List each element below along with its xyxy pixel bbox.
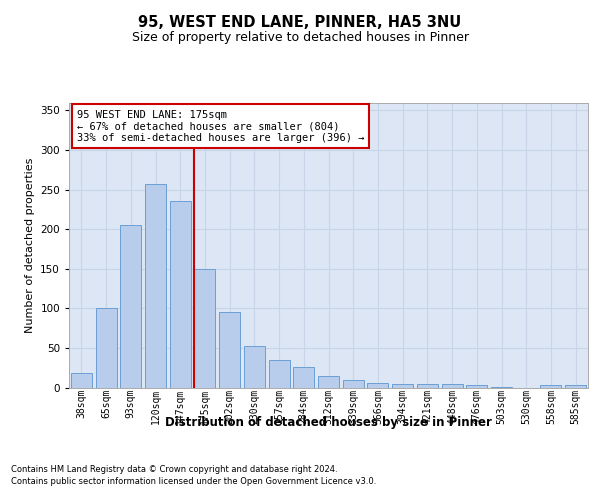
- Text: 95, WEST END LANE, PINNER, HA5 3NU: 95, WEST END LANE, PINNER, HA5 3NU: [139, 15, 461, 30]
- Bar: [71, 373, 92, 388]
- Y-axis label: Number of detached properties: Number of detached properties: [25, 158, 35, 332]
- Bar: [417, 384, 438, 388]
- Bar: [491, 386, 512, 388]
- Bar: [120, 225, 141, 388]
- Bar: [269, 360, 290, 388]
- Bar: [145, 184, 166, 388]
- Bar: [244, 346, 265, 388]
- Bar: [194, 269, 215, 388]
- Text: Contains HM Land Registry data © Crown copyright and database right 2024.: Contains HM Land Registry data © Crown c…: [11, 464, 337, 473]
- Bar: [95, 308, 116, 388]
- Bar: [219, 312, 240, 388]
- Text: 95 WEST END LANE: 175sqm
← 67% of detached houses are smaller (804)
33% of semi-: 95 WEST END LANE: 175sqm ← 67% of detach…: [77, 110, 364, 143]
- Text: Size of property relative to detached houses in Pinner: Size of property relative to detached ho…: [131, 31, 469, 44]
- Bar: [541, 385, 562, 388]
- Text: Contains public sector information licensed under the Open Government Licence v3: Contains public sector information licen…: [11, 476, 376, 486]
- Bar: [343, 380, 364, 388]
- Bar: [318, 376, 339, 388]
- Bar: [565, 385, 586, 388]
- Text: Distribution of detached houses by size in Pinner: Distribution of detached houses by size …: [166, 416, 492, 429]
- Bar: [466, 385, 487, 388]
- Bar: [293, 367, 314, 388]
- Bar: [170, 202, 191, 388]
- Bar: [442, 384, 463, 388]
- Bar: [367, 383, 388, 388]
- Bar: [392, 384, 413, 388]
